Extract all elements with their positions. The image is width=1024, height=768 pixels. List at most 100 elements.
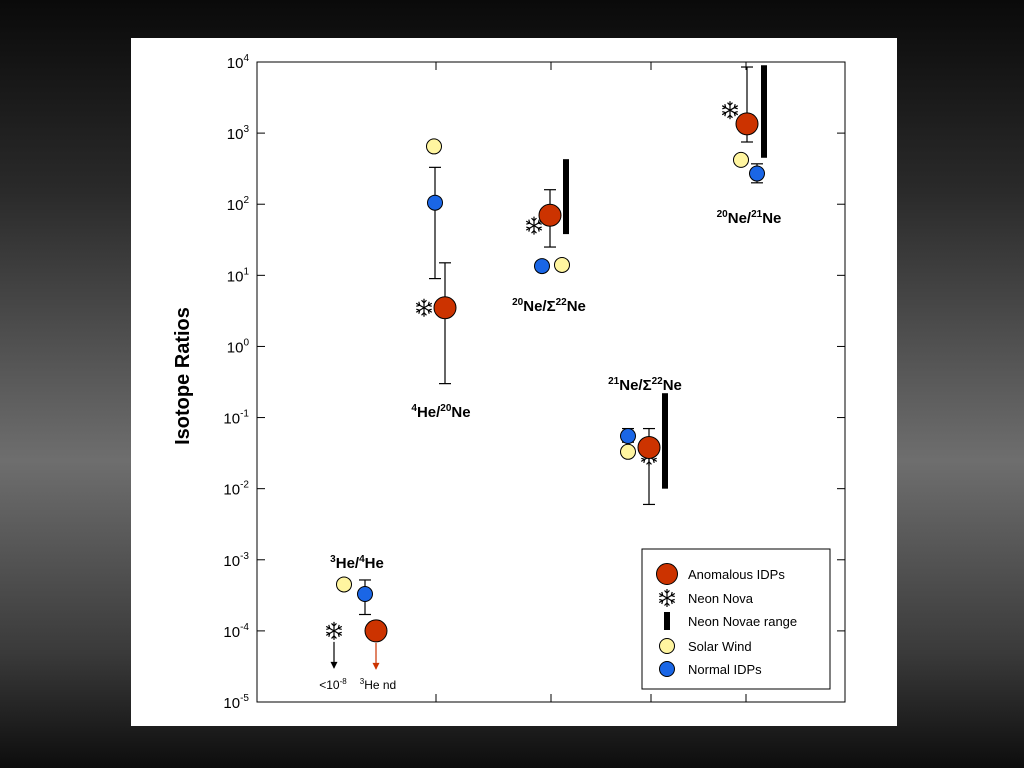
label-superscript: 20 (512, 297, 524, 308)
label-superscript: 4 (359, 554, 365, 565)
normal-idps-point (534, 258, 550, 275)
legend-normal-swatch (659, 661, 675, 677)
y-tick-exponent: 0 (243, 337, 249, 348)
he3-nd-text: He nd (364, 678, 396, 692)
y-tick-exponent: -4 (240, 622, 249, 633)
label-text: Ne (762, 210, 781, 227)
legend-item-anomalous-idps: Anomalous IDPs (656, 563, 785, 585)
arrow-head (372, 662, 380, 670)
neon-nova-snowflake-icon (415, 298, 433, 318)
legend-item-neon-nova: Neon Nova (658, 588, 754, 608)
label-text: He (365, 555, 384, 572)
label-superscript: 22 (556, 297, 568, 308)
solar-wind-point (336, 576, 352, 593)
label-superscript: 4 (411, 403, 417, 414)
y-tick-exponent: -3 (240, 551, 249, 562)
legend-item-neon-novae-range: Neon Novae range (664, 612, 797, 630)
legend-label: Normal IDPs (688, 662, 762, 677)
anomalous-idps-point (364, 619, 388, 643)
label-superscript: 21 (608, 376, 620, 387)
neon-novae-range-bar (662, 393, 668, 489)
legend-label: Neon Novae range (688, 614, 797, 629)
he3-nd-superscript: 3 (360, 677, 365, 686)
y-tick-exponent: -2 (240, 480, 249, 491)
label-text: He/ (417, 404, 441, 421)
label-text: He/ (336, 555, 360, 572)
y-tick-label: 103 (227, 124, 250, 143)
neon-novae-range-bar (563, 159, 569, 235)
normal-idps-error-bar (429, 166, 441, 280)
anomalous-idps-point (637, 435, 661, 459)
neon-nova-snowflake-icon (325, 621, 343, 641)
label-superscript: 21 (751, 209, 763, 220)
legend-label: Anomalous IDPs (688, 567, 785, 582)
ratio-group-label: 20Ne/21Ne (717, 209, 782, 227)
ratio-group-label: 20Ne/Σ22Ne (512, 297, 586, 315)
y-tick-base: 10 (223, 482, 240, 499)
ratio-group-label: 21Ne/Σ22Ne (608, 376, 682, 394)
nova-limit-base: <10 (319, 678, 340, 692)
y-tick-exponent: -5 (240, 693, 249, 704)
y-tick-exponent: 4 (243, 53, 249, 64)
legend-anomalous-swatch (656, 563, 678, 585)
label-superscript: 22 (652, 376, 664, 387)
legend-solar-swatch (659, 638, 675, 654)
y-tick-exponent: -1 (240, 409, 249, 420)
arrow-head (330, 661, 338, 669)
y-tick-base: 10 (223, 553, 240, 570)
anomalous-upper-limit-arrow (372, 642, 380, 670)
legend-range-swatch (664, 612, 670, 630)
y-tick-base: 10 (227, 197, 244, 214)
y-tick-base: 10 (223, 624, 240, 641)
ratio-group-label: 4He/20Ne (411, 403, 470, 421)
legend-item-normal-idps: Normal IDPs (659, 661, 762, 677)
neon-nova-snowflake-icon (721, 100, 739, 120)
legend-label: Solar Wind (688, 639, 752, 654)
normal-idps-point (620, 428, 636, 445)
legend-item-solar-wind: Solar Wind (659, 638, 752, 654)
y-axis-title: Isotope Ratios (172, 307, 194, 445)
y-tick-label: 10-5 (223, 693, 249, 712)
solar-wind-point (426, 138, 442, 155)
solar-wind-point (554, 256, 570, 273)
anomalous-idps-error-bar (439, 262, 451, 385)
y-tick-exponent: 3 (243, 124, 249, 135)
anomalous-idps-point (735, 112, 759, 136)
label-text: Ne/Σ (523, 298, 555, 315)
nova-limit-exponent: -8 (340, 677, 348, 686)
anomalous-idps-point (433, 296, 457, 320)
legend-label: Neon Nova (688, 591, 754, 606)
label-text: Ne/ (728, 210, 752, 227)
nova-limit-annotation: <10-8 (319, 677, 347, 692)
anomalous-idps-point (538, 203, 562, 227)
label-text: Ne (451, 404, 470, 421)
normal-idps-point (357, 586, 373, 603)
y-tick-label: 101 (227, 266, 250, 285)
y-tick-label: 10-2 (223, 480, 249, 499)
y-tick-base: 10 (227, 55, 244, 72)
y-tick-label: 104 (227, 53, 250, 72)
nova-upper-limit-arrow (330, 641, 338, 669)
solar-wind-point (620, 443, 636, 460)
normal-idps-point (749, 165, 765, 182)
y-tick-base: 10 (227, 268, 244, 285)
y-tick-exponent: 2 (243, 195, 249, 206)
normal-idps-point (427, 194, 443, 211)
label-superscript: 3 (330, 554, 336, 565)
y-tick-label: 102 (227, 195, 250, 214)
label-superscript: 20 (440, 403, 452, 414)
neon-novae-range-bar (761, 65, 767, 158)
y-tick-label: 10-1 (223, 409, 249, 428)
y-tick-label: 10-3 (223, 551, 249, 570)
y-tick-exponent: 1 (243, 266, 249, 277)
ratio-group-label: 3He/4He (330, 554, 384, 572)
y-tick-base: 10 (227, 339, 244, 356)
y-tick-base: 10 (223, 695, 240, 712)
y-tick-label: 100 (227, 337, 250, 356)
label-superscript: 20 (717, 209, 729, 220)
he3-nd-annotation: 3He nd (360, 677, 396, 692)
label-text: Ne (663, 377, 682, 394)
y-tick-base: 10 (227, 126, 244, 143)
y-tick-base: 10 (223, 411, 240, 428)
